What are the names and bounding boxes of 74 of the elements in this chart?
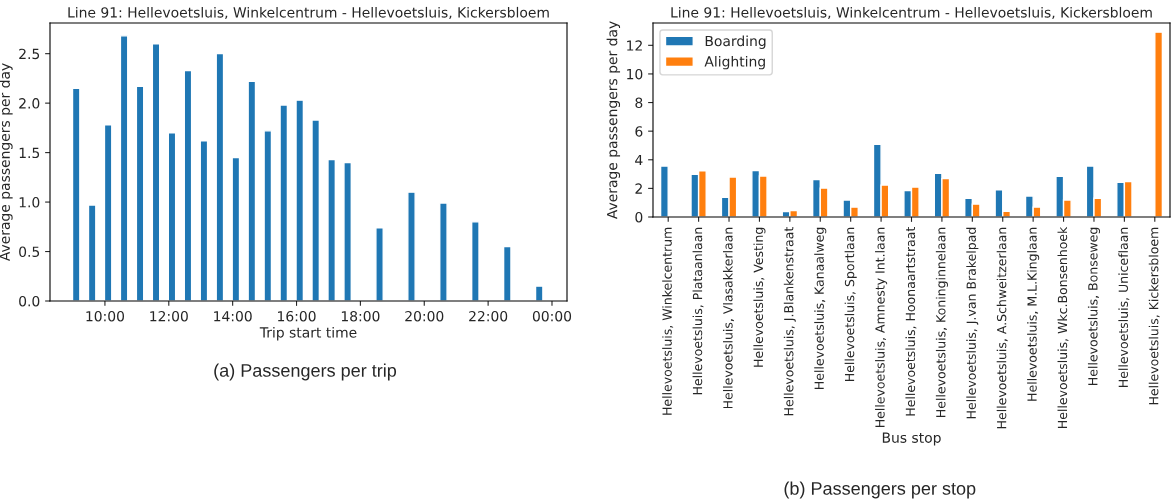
bar — [534, 285, 544, 301]
bar — [502, 245, 512, 301]
y-tick-label: 4 — [635, 154, 643, 166]
bar — [231, 156, 241, 301]
x-tick-label: 20:00 — [405, 310, 444, 322]
y-tick-label: 0.5 — [19, 246, 40, 258]
bar — [199, 140, 209, 301]
chart-title: Line 91: Hellevoetsluis, Winkelcentrum - Hellevoetsluis, Kickersbloem — [68, 6, 549, 20]
y-tick-label: 10 — [627, 68, 643, 80]
x-tick-label: Hellevoetsluis, J.Blankenstraat — [783, 227, 796, 416]
x-axis-title: Trip start time — [259, 326, 357, 341]
bar — [71, 87, 81, 301]
x-tick-label: Hellevoetsluis, Plataanlaan — [692, 227, 704, 395]
x-tick-label: Hellevoetsluis, Kickersbloem — [1148, 227, 1160, 405]
y-tick-label: 12 — [627, 40, 642, 51]
x-tick-label: Hellevoetsluis, Sportlaan — [844, 227, 857, 381]
x-tick-label: Hellevoetsluis, Bonseweg — [1087, 227, 1101, 385]
bar — [87, 204, 97, 301]
x-tick-label: Hellevoetsluis, Wkc.Bonsenhoek — [1057, 226, 1069, 428]
legend-label: Boarding — [705, 35, 766, 49]
x-axis-title: Bus stop — [882, 432, 941, 446]
x-tick-label: Hellevoetsluis, Winkelcentrum — [662, 227, 674, 415]
bar — [135, 85, 145, 301]
bar — [279, 104, 289, 301]
y-tick-label: 2.0 — [19, 98, 40, 109]
x-tick-label: Hellevoetsluis, Koninginnelaan — [935, 227, 948, 417]
y-tick-label: 1.5 — [19, 147, 40, 159]
bar — [375, 227, 384, 301]
x-tick-label: 00:00 — [532, 310, 572, 322]
x-tick-label: 22:00 — [469, 310, 508, 322]
x-tick-label: 16:00 — [278, 310, 316, 322]
x-tick-label: Hellevoetsluis, Amnesty Int.laan — [875, 227, 888, 428]
x-tick-label: Hellevoetsluis, Uniceflaan — [1118, 227, 1130, 387]
x-tick-label: 18:00 — [341, 310, 380, 322]
bar — [263, 130, 273, 301]
bar — [470, 221, 480, 301]
x-tick-label: 12:00 — [150, 310, 188, 322]
bar — [439, 202, 448, 301]
y-tick-label: 0.0 — [19, 295, 40, 307]
bar — [311, 119, 321, 301]
bar — [215, 52, 225, 301]
x-tick-label: Hellevoetsluis, M.L.Kinglaan — [1027, 227, 1040, 401]
y-tick-label: 0 — [635, 211, 643, 223]
x-tick-label: Hellevoetsluis, Vesting — [753, 227, 766, 367]
chart-title: Line 91: Hellevoetsluis, Winkelcentrum - Hellevoetsluis, Kickersbloem — [671, 6, 1152, 20]
y-tick-label: 6 — [635, 126, 643, 137]
y-tick-label: 8 — [635, 97, 643, 109]
bar — [183, 69, 193, 301]
x-tick-label: Hellevoetsluis, Kanaalweg — [814, 227, 827, 389]
x-tick-label: Hellevoetsluis, J.van Brakelpad — [966, 227, 979, 419]
bar — [247, 80, 257, 301]
y-tick-label: 1.0 — [19, 197, 40, 208]
x-tick-label: Hellevoetsluis, Hoonaartstraat — [905, 227, 917, 416]
bar — [167, 132, 177, 301]
text: (b) Passengers per stop — [784, 481, 976, 499]
y-tick-label: 2 — [635, 183, 642, 194]
bar — [659, 165, 669, 217]
bar — [151, 43, 161, 301]
legend-label: Alighting — [704, 55, 765, 70]
y-axis-title: Average passengers per day — [0, 63, 13, 262]
bar — [295, 99, 305, 301]
bar — [119, 35, 129, 301]
x-tick-label: 14:00 — [214, 310, 252, 322]
bar — [1154, 31, 1164, 217]
text: (a) Passengers per trip — [214, 363, 397, 381]
bar — [407, 191, 416, 301]
x-tick-label: Hellevoetsluis, Vlasakkerlaan — [722, 227, 734, 409]
bar — [343, 161, 352, 301]
bar — [327, 158, 337, 301]
x-tick-label: Hellevoetsluis, A.Schweitzerlaan — [996, 227, 1008, 429]
y-tick-label: 2.5 — [19, 48, 40, 60]
y-axis-title: Average passengers per day — [606, 21, 621, 220]
x-tick-label: 10:00 — [86, 310, 125, 322]
bar — [103, 124, 113, 301]
